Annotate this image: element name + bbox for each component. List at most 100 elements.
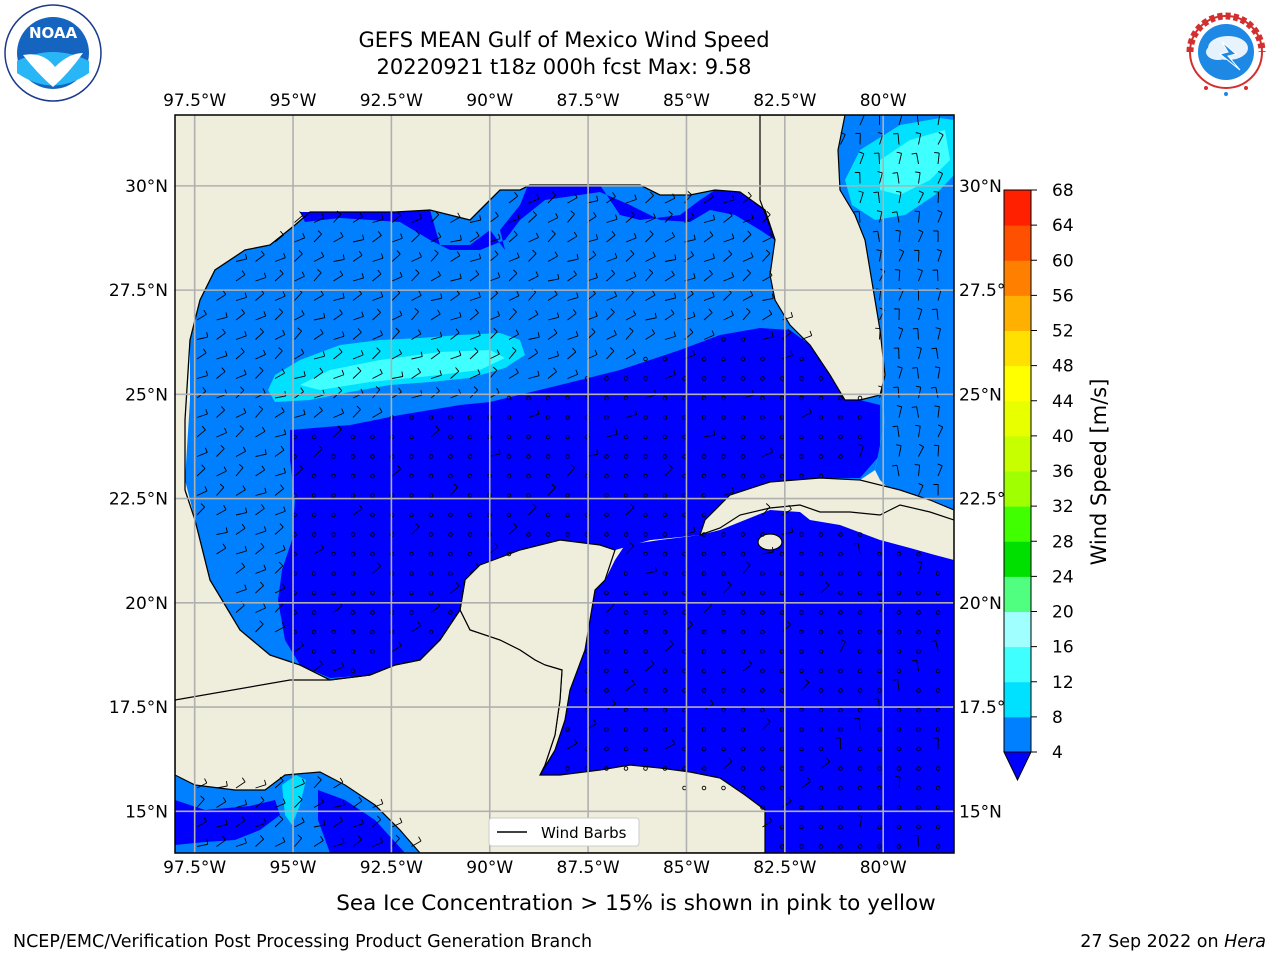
- wind-barb: [897, 172, 900, 184]
- calm-barb: [760, 688, 765, 693]
- wind-barb: [411, 840, 422, 847]
- calm-barb: [526, 395, 531, 401]
- wind-barb: [840, 134, 846, 145]
- calm-barb: [760, 473, 765, 479]
- calm-barb: [409, 551, 414, 557]
- wind-barb: [917, 328, 919, 340]
- wind-barb-flag: [263, 272, 267, 278]
- wind-barb-flag: [896, 405, 902, 408]
- wind-barb-flag: [299, 211, 304, 216]
- calm-barb: [701, 512, 707, 518]
- wind-barb: [857, 543, 861, 555]
- wind-barb-flag: [790, 312, 794, 318]
- wind-barb: [918, 387, 922, 399]
- wind-barb: [918, 465, 921, 477]
- wind-barb: [235, 335, 247, 340]
- wind-barb-flag: [263, 311, 267, 317]
- calm-barb: [428, 415, 434, 420]
- calm-barb: [799, 610, 804, 615]
- colorbar-segment: [1004, 190, 1031, 226]
- wind-barb-flag: [709, 231, 714, 236]
- colorbar-segment: [1004, 506, 1031, 542]
- wind-barb: [274, 257, 286, 262]
- calm-barb: [721, 668, 726, 674]
- wind-barb: [625, 275, 637, 282]
- wind-barb: [645, 233, 654, 243]
- wind-barb-flag: [320, 543, 324, 549]
- wind-barb-flag: [654, 566, 657, 572]
- wind-barb-flag: [317, 269, 322, 274]
- wind-barb-flag: [222, 290, 227, 295]
- wind-barb-flag: [376, 308, 381, 313]
- wind-barb: [235, 527, 246, 535]
- calm-barb: [935, 629, 941, 635]
- wind-barb-flag: [727, 581, 732, 586]
- wind-barb-flag: [807, 777, 811, 782]
- calm-barb: [779, 707, 785, 713]
- wind-barb-flag: [630, 503, 635, 508]
- lon-tick-label-top: 80°W: [860, 91, 907, 111]
- wind-barb: [625, 237, 637, 243]
- wind-barb: [742, 564, 751, 574]
- wind-barb-flag: [609, 347, 615, 352]
- wind-barb: [430, 429, 440, 438]
- wind-barb: [508, 295, 520, 301]
- wind-barb: [858, 718, 861, 730]
- calm-barb: [818, 454, 824, 459]
- wind-barb-flag: [458, 388, 462, 394]
- wind-barb: [723, 491, 735, 496]
- wind-barb-flag: [459, 273, 462, 279]
- wind-barb: [196, 352, 207, 360]
- calm-barb: [643, 512, 648, 518]
- wind-barb: [450, 486, 458, 496]
- colorbar-segment: [1004, 400, 1031, 437]
- wind-barb-flag: [340, 232, 344, 237]
- wind-barb: [625, 215, 635, 223]
- wind-barb-flag: [336, 210, 342, 215]
- calm-barb: [799, 766, 804, 771]
- plot-title-line2: 20220921 t18z 000h fcst Max: 9.58: [376, 55, 752, 79]
- wind-barb: [858, 211, 861, 223]
- wind-barb: [352, 839, 362, 847]
- wind-barb-flag: [746, 561, 751, 566]
- wind-barb: [937, 250, 942, 262]
- wind-barb-flag: [872, 230, 878, 233]
- wind-barb: [196, 506, 205, 516]
- calm-barb: [799, 668, 804, 674]
- wind-barb: [333, 666, 344, 672]
- wind-barb-flag: [633, 233, 637, 239]
- wind-barb-flag: [517, 213, 520, 219]
- wind-barb-flag: [493, 327, 498, 333]
- wind-barb-flag: [891, 211, 897, 214]
- wind-barb: [294, 314, 305, 321]
- wind-barb: [372, 273, 382, 282]
- wind-barb: [781, 531, 793, 535]
- wind-barb: [294, 837, 303, 847]
- wind-barb-flag: [399, 817, 403, 823]
- wind-barb: [645, 217, 656, 223]
- wind-barb-flag: [202, 348, 207, 354]
- calm-barb: [545, 434, 551, 440]
- wind-barb: [411, 256, 422, 262]
- colorbar-segment: [1004, 646, 1031, 683]
- wind-barb: [216, 487, 225, 496]
- wind-barb: [898, 367, 903, 379]
- calm-barb: [467, 532, 473, 537]
- wind-barb: [606, 334, 617, 340]
- wind-barb-flag: [204, 486, 208, 492]
- wind-barb-flag: [515, 368, 519, 373]
- wind-barb: [625, 314, 636, 321]
- wind-barb: [664, 274, 675, 282]
- wind-barb-flag: [259, 328, 264, 333]
- calm-barb: [662, 512, 668, 518]
- calm-barb: [721, 707, 726, 713]
- wind-barb-flag: [497, 310, 501, 316]
- wind-barb-flag: [649, 191, 654, 196]
- wind-barb-flag: [380, 291, 384, 297]
- wind-barb-flag: [244, 546, 248, 552]
- wind-barb: [352, 508, 363, 516]
- calm-barb: [838, 707, 843, 713]
- wind-barb-flag: [765, 503, 771, 508]
- wind-barb-flag: [668, 464, 673, 469]
